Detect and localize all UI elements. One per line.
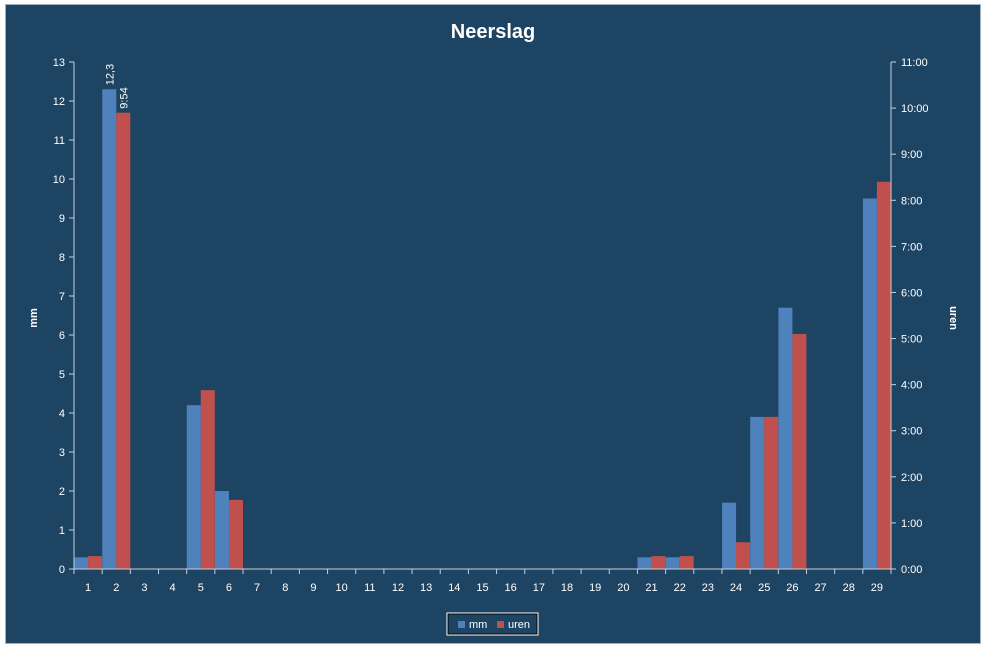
y-right-tick-label: 2:00 — [901, 472, 922, 484]
x-tick-label: 19 — [589, 582, 601, 594]
x-tick-label: 6 — [226, 582, 232, 594]
y-right-tick-label: 9:00 — [901, 149, 922, 161]
bar-uren-26 — [792, 333, 807, 569]
y-left-tick-label: 1 — [59, 525, 65, 537]
chart-frame: Neerslag mm uren 0 1 2 3 4 5 6 7 8 9 10 11 12 13 0:00 1… — [5, 4, 981, 644]
data-label-uren-2: 9:54 — [118, 87, 130, 108]
y-left-tick-label: 12 — [53, 96, 65, 108]
y-left-tick-label: 4 — [59, 408, 65, 420]
x-tick-label: 26 — [786, 582, 798, 594]
x-tick-label: 27 — [814, 582, 826, 594]
x-tick-label: 13 — [420, 582, 432, 594]
legend-swatch-mm — [458, 621, 465, 628]
legend-label-mm: mm — [469, 619, 487, 631]
x-tick-label: 20 — [617, 582, 629, 594]
bar-mm-24 — [722, 502, 737, 569]
x-tick-label: 17 — [533, 582, 545, 594]
bar-mm-1 — [74, 557, 89, 569]
y-right-tick-label: 8:00 — [901, 195, 922, 207]
y-right-tick-label: 0:00 — [901, 564, 922, 576]
bar-mm-29 — [862, 198, 877, 569]
x-tick-label: 21 — [645, 582, 657, 594]
x-tick-label: 2 — [113, 582, 119, 594]
legend-box — [446, 612, 539, 636]
y-left-tick-label: 9 — [59, 213, 65, 225]
bar-mm-21 — [637, 557, 652, 569]
y-left-tick-label: 2 — [59, 486, 65, 498]
x-tick-label: 23 — [702, 582, 714, 594]
y-left-tick-label: 8 — [59, 252, 65, 264]
bar-uren-2 — [116, 112, 131, 569]
bar-uren-5 — [200, 390, 215, 569]
chart: Neerslag mm uren 0123456789101112130:001… — [28, 21, 959, 636]
bar-uren-25 — [764, 416, 779, 569]
y-left-tick-label: 13 — [53, 57, 65, 69]
y-left-tick-label: 6 — [59, 330, 65, 342]
y-right-tick-label: 11:00 — [901, 57, 928, 69]
legend[interactable]: mm uren — [446, 612, 539, 636]
plot-area — [74, 89, 891, 570]
y-axis-left-title: mm — [28, 308, 40, 328]
y-left-tick-label: 7 — [59, 291, 65, 303]
x-tick-label: 15 — [476, 582, 488, 594]
axes: 0123456789101112130:001:002:003:004:005:… — [53, 57, 929, 594]
x-tick-label: 16 — [505, 582, 517, 594]
legend-swatch-uren — [497, 621, 504, 628]
y-right-tick-label: 1:00 — [901, 518, 922, 530]
bar-mm-25 — [750, 416, 765, 569]
y-right-tick-label: 3:00 — [901, 426, 922, 438]
x-tick-label: 1 — [85, 582, 91, 594]
bar-mm-5 — [186, 405, 201, 569]
x-tick-label: 8 — [282, 582, 288, 594]
y-left-tick-label: 10 — [53, 174, 65, 186]
y-right-tick-label: 6:00 — [901, 287, 922, 299]
x-tick-label: 25 — [758, 582, 770, 594]
y-left-tick-label: 11 — [54, 135, 65, 147]
y-left-tick-label: 5 — [59, 369, 65, 381]
bar-uren-29 — [876, 181, 891, 569]
bar-uren-24 — [736, 542, 751, 569]
x-tick-label: 12 — [392, 582, 404, 594]
y-left-tick-label: 3 — [59, 447, 65, 459]
bar-uren-22 — [679, 556, 694, 569]
x-tick-label: 29 — [871, 582, 883, 594]
y-left-tick-label: 0 — [59, 564, 65, 576]
chart-title: Neerslag — [451, 21, 536, 43]
x-tick-label: 11 — [364, 582, 375, 594]
data-label-mm-2: 12,3 — [104, 64, 116, 85]
bar-mm-26 — [778, 307, 793, 569]
x-tick-label: 18 — [561, 582, 573, 594]
y-right-tick-label: 7:00 — [901, 241, 922, 253]
y-right-tick-label: 4:00 — [901, 380, 922, 392]
y-axis-right-title: uren — [947, 306, 959, 330]
bar-uren-21 — [651, 556, 666, 569]
bar-uren-1 — [88, 556, 103, 569]
y-right-tick-label: 5:00 — [901, 334, 922, 346]
bar-mm-6 — [214, 491, 229, 569]
x-tick-label: 4 — [170, 582, 176, 594]
x-tick-label: 22 — [674, 582, 686, 594]
bar-mm-2 — [102, 89, 117, 570]
x-tick-label: 9 — [310, 582, 316, 594]
x-tick-label: 5 — [198, 582, 204, 594]
x-tick-label: 7 — [254, 582, 260, 594]
bar-mm-22 — [665, 557, 680, 569]
y-right-tick-label: 10:00 — [901, 103, 929, 115]
x-tick-label: 28 — [843, 582, 855, 594]
x-tick-label: 24 — [730, 582, 742, 594]
legend-label-uren: uren — [508, 619, 530, 631]
x-tick-label: 3 — [141, 582, 147, 594]
legend-box-inner — [447, 613, 538, 635]
bar-uren-6 — [228, 499, 243, 569]
x-tick-label: 10 — [336, 582, 348, 594]
x-tick-label: 14 — [448, 582, 460, 594]
